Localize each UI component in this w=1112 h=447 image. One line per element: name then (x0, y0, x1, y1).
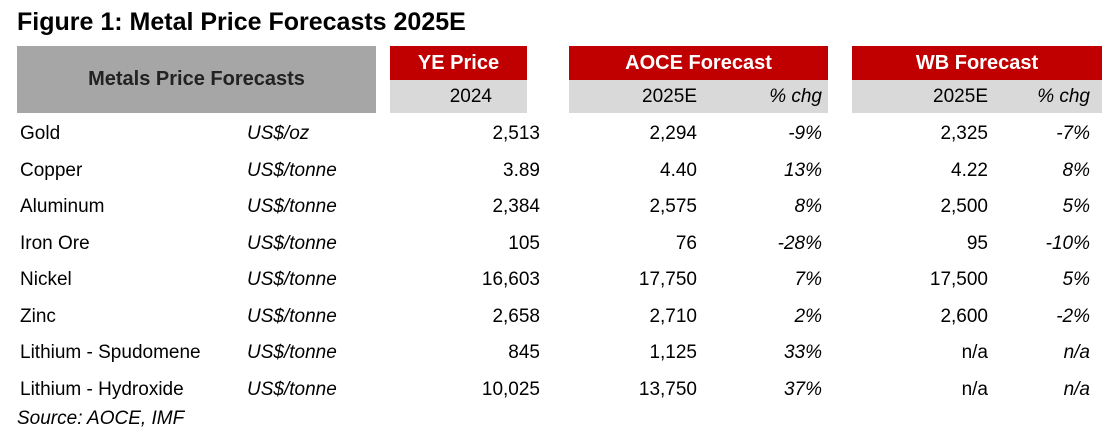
table-cell: 2,710 (649, 305, 697, 327)
column-header: % chg (1037, 86, 1090, 107)
table-cell: 845 (508, 342, 540, 363)
table-cell: 4.40 (660, 159, 697, 181)
title: Figure 1: Metal Price Forecasts 2025E (17, 8, 466, 36)
table-cell: 17,500 (929, 269, 988, 290)
table-cell: US$/tonne (247, 159, 337, 181)
table-cell: -28% (777, 232, 822, 254)
table-cell: US$/tonne (247, 269, 337, 290)
table-cell: US$/oz (247, 123, 310, 144)
table-cell: Lithium - Spudomene (20, 342, 201, 363)
table-cell: 13,750 (638, 378, 697, 400)
stub-header: Metals Price Forecasts (17, 46, 376, 113)
subheader-band (569, 80, 828, 113)
table-cell: 10,025 (481, 378, 540, 400)
subheader-band (390, 80, 527, 113)
table-cell: 2,294 (649, 123, 697, 144)
table-cell: 13% (783, 159, 822, 181)
source: Source: AOCE, IMF (17, 408, 185, 429)
table-cell: -10% (1045, 232, 1090, 254)
table-cell: 4.22 (951, 159, 988, 181)
column-header: % chg (769, 86, 822, 107)
table-cell: 2,600 (940, 305, 988, 327)
table-cell: 95 (966, 232, 988, 254)
table-cell: n/a (1063, 342, 1090, 363)
table-cell: 17,750 (638, 269, 697, 290)
table-cell: Iron Ore (20, 232, 90, 254)
table-cell: -7% (1056, 123, 1090, 144)
group-header: AOCE Forecast (569, 46, 828, 80)
table-cell: 33% (783, 342, 822, 363)
table-cell: 1,125 (649, 342, 697, 363)
table-cell: 2,325 (940, 123, 988, 144)
table-cell: -9% (788, 123, 822, 144)
table-cell: 5% (1062, 269, 1090, 290)
table-cell: -2% (1056, 305, 1090, 327)
subheader-band (852, 80, 1102, 113)
table-cell: n/a (961, 342, 988, 363)
table-cell: US$/tonne (247, 196, 337, 217)
table-cell: n/a (1063, 378, 1090, 400)
table-cell: US$/tonne (247, 342, 337, 363)
table-cell: n/a (961, 378, 988, 400)
table-cell: 105 (508, 232, 540, 254)
table-cell: 2,658 (492, 305, 540, 327)
group-header: YE Price (390, 46, 527, 80)
table-cell: 7% (794, 269, 822, 290)
group-header: WB Forecast (852, 46, 1102, 80)
column-header: 2024 (449, 86, 492, 107)
table-cell: Aluminum (20, 196, 105, 217)
table-cell: 2,384 (492, 196, 540, 217)
table-cell: US$/tonne (247, 305, 337, 327)
column-header: 2025E (642, 86, 697, 107)
table-cell: Gold (20, 123, 61, 144)
table-cell: 8% (1062, 159, 1090, 181)
table-cell: 2,500 (940, 196, 988, 217)
table-cell: US$/tonne (247, 378, 337, 400)
table-cell: Nickel (20, 269, 72, 290)
table-cell: 76 (675, 232, 697, 254)
table-cell: US$/tonne (247, 232, 337, 254)
table-cell: 2,513 (492, 123, 540, 144)
table-cell: Lithium - Hydroxide (20, 378, 184, 400)
table-cell: 8% (794, 196, 822, 217)
table-cell: Copper (20, 159, 83, 181)
table-cell: 2% (794, 305, 822, 327)
table-cell: Zinc (20, 305, 56, 327)
table-cell: 37% (783, 378, 822, 400)
table-cell: 3.89 (503, 159, 540, 181)
table-cell: 2,575 (649, 196, 697, 217)
table-cell: 16,603 (481, 269, 540, 290)
column-header: 2025E (933, 86, 988, 107)
table-cell: 5% (1062, 196, 1090, 217)
